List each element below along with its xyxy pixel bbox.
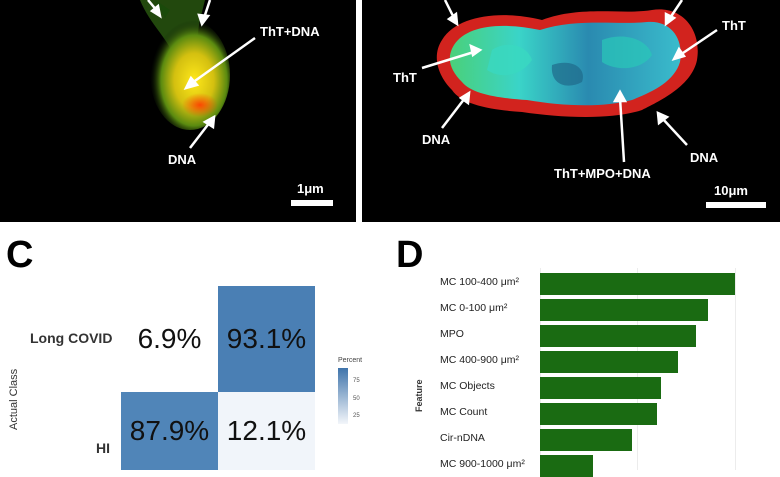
arrows-b — [421, 0, 718, 163]
feature-bar — [540, 273, 735, 295]
scale-label-b: 10μm — [714, 183, 748, 198]
label-dna-a: DNA — [168, 152, 197, 167]
legend-tick: 75 — [353, 378, 360, 384]
cm-value: 93.1% — [226, 323, 307, 354]
feature-label: MC 0-100 μm² — [440, 302, 508, 314]
scale-bar-b — [706, 202, 766, 208]
scale-bar-a — [291, 200, 333, 206]
arrows-a — [147, 0, 256, 149]
cell-fluorescence-b — [436, 9, 698, 117]
feature-label: MC 900-1000 μm² — [440, 458, 525, 470]
feature-bar — [540, 299, 708, 321]
label-tht-mpo-dna: ThT+MPO+DNA — [554, 166, 651, 181]
label-tht-right: ThT — [722, 18, 746, 33]
feature-label: MPO — [440, 328, 464, 340]
cm-cell-longcovid-hi: 6.9% — [121, 286, 218, 392]
feature-bar — [540, 403, 657, 425]
cm-cell-hi-hi: 87.9% — [121, 392, 218, 470]
label-dna-left: DNA — [422, 132, 451, 147]
microscopy-panel-a: ThT+DNA DNA 1μm — [0, 0, 356, 222]
cm-value: 87.9% — [129, 415, 210, 446]
legend-colorbar — [338, 368, 348, 424]
label-dna-right: DNA — [690, 150, 719, 165]
grid-line — [735, 268, 736, 470]
label-tht-dna: ThT+DNA — [260, 24, 320, 39]
feature-bar — [540, 351, 678, 373]
microscopy-panel-b: ThT ThT DNA DNA ThT+MPO+DNA 10μm — [362, 0, 780, 222]
feature-bar — [540, 377, 661, 399]
feature-bar — [540, 455, 593, 477]
row-label-long-covid: Long COVID — [30, 330, 113, 346]
y-axis-label-c: Actual Class — [8, 368, 20, 430]
panel-letter-d: D — [396, 234, 424, 276]
feature-label: MC 100-400 μm² — [440, 276, 519, 288]
legend-tick: 25 — [353, 413, 360, 419]
feature-bar — [540, 325, 696, 347]
scale-label-a: 1μm — [297, 181, 324, 196]
feature-label: MC Count — [440, 406, 488, 418]
row-label-hi: HI — [96, 440, 110, 456]
cm-cell-hi-longcovid: 12.1% — [218, 392, 315, 470]
feature-label: MC Objects — [440, 380, 495, 392]
feature-label: Cir-nDNA — [440, 432, 485, 444]
feature-bar — [540, 429, 632, 451]
y-axis-label-d: Feature — [414, 379, 424, 412]
legend-title: Percent — [338, 357, 363, 364]
cm-cell-longcovid-longcovid: 93.1% — [218, 286, 315, 392]
cm-value: 6.9% — [137, 323, 202, 354]
label-tht-left: ThT — [393, 70, 417, 85]
legend-tick: 50 — [353, 396, 360, 402]
cm-value: 12.1% — [226, 415, 307, 446]
panel-letter-c: C — [6, 234, 34, 276]
feature-label: MC 400-900 μm² — [440, 354, 519, 366]
